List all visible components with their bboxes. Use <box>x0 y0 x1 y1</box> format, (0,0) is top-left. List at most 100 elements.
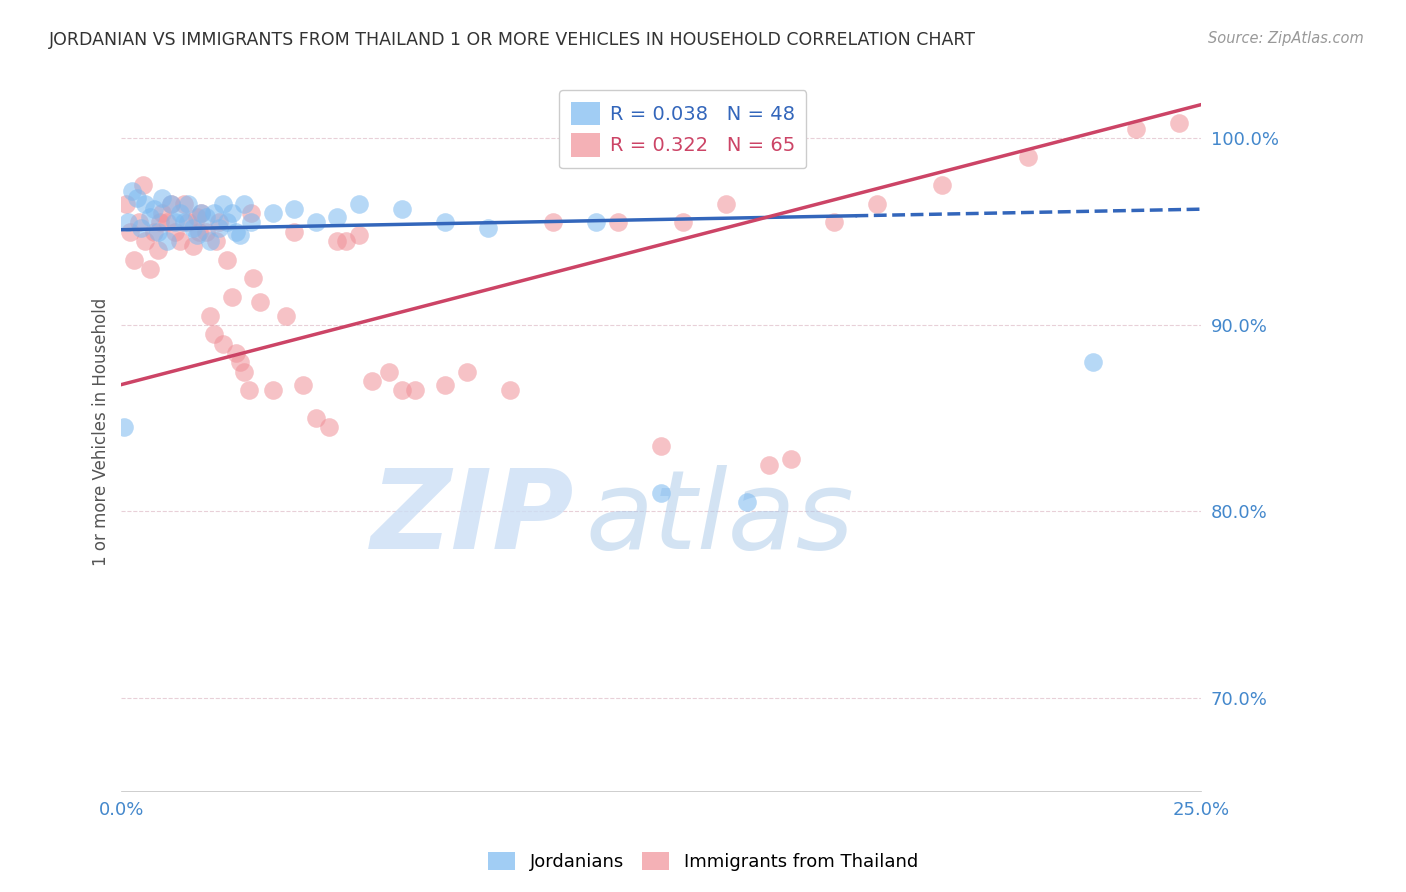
Point <box>779 452 801 467</box>
Point <box>129 220 152 235</box>
Point <box>291 377 314 392</box>
Point <box>1125 122 1147 136</box>
Point <box>132 178 155 192</box>
Point <box>142 202 165 217</box>
Point <box>499 383 522 397</box>
Point <box>242 271 264 285</box>
Point <box>160 196 183 211</box>
Point <box>274 309 297 323</box>
Point <box>347 196 370 211</box>
Point <box>347 228 370 243</box>
Point <box>239 215 262 229</box>
Point <box>152 206 174 220</box>
Point <box>114 196 136 211</box>
Point <box>112 420 135 434</box>
Point <box>138 261 160 276</box>
Point <box>434 377 457 392</box>
Point <box>165 215 187 229</box>
Point <box>177 196 200 211</box>
Point <box>134 234 156 248</box>
Point <box>607 215 630 229</box>
Point <box>650 485 672 500</box>
Point <box>125 191 148 205</box>
Point <box>138 210 160 224</box>
Point <box>198 309 221 323</box>
Point <box>173 196 195 211</box>
Point <box>229 355 252 369</box>
Point <box>207 220 229 235</box>
Text: atlas: atlas <box>585 465 855 572</box>
Point <box>128 215 150 229</box>
Point <box>202 327 225 342</box>
Point <box>198 234 221 248</box>
Point <box>391 383 413 397</box>
Point <box>360 374 382 388</box>
Point <box>305 411 328 425</box>
Point <box>239 206 262 220</box>
Point <box>120 225 142 239</box>
Point <box>124 252 146 267</box>
Text: Source: ZipAtlas.com: Source: ZipAtlas.com <box>1208 31 1364 46</box>
Point <box>142 225 165 239</box>
Point <box>117 215 139 229</box>
Point <box>190 206 212 220</box>
Point <box>190 206 212 220</box>
Point <box>121 184 143 198</box>
Y-axis label: 1 or more Vehicles in Household: 1 or more Vehicles in Household <box>93 298 110 566</box>
Point <box>238 383 260 397</box>
Point <box>326 210 349 224</box>
Point <box>221 206 243 220</box>
Point <box>758 458 780 472</box>
Point <box>931 178 953 192</box>
Point <box>169 234 191 248</box>
Text: JORDANIAN VS IMMIGRANTS FROM THAILAND 1 OR MORE VEHICLES IN HOUSEHOLD CORRELATIO: JORDANIAN VS IMMIGRANTS FROM THAILAND 1 … <box>49 31 976 49</box>
Point <box>335 234 357 248</box>
Point <box>225 346 247 360</box>
Point <box>188 225 211 239</box>
Point <box>160 196 183 211</box>
Point <box>134 196 156 211</box>
Point <box>217 252 239 267</box>
Point <box>194 210 217 224</box>
Point <box>866 196 889 211</box>
Point <box>207 215 229 229</box>
Legend: Jordanians, Immigrants from Thailand: Jordanians, Immigrants from Thailand <box>481 845 925 879</box>
Point <box>378 364 401 378</box>
Point <box>283 225 305 239</box>
Point <box>146 225 169 239</box>
Point <box>146 244 169 258</box>
Point <box>262 206 284 220</box>
Point <box>149 215 172 229</box>
Point <box>152 191 174 205</box>
Point <box>194 225 217 239</box>
Point <box>585 215 607 229</box>
Point <box>434 215 457 229</box>
Point <box>714 196 737 211</box>
Point <box>249 295 271 310</box>
Point <box>169 206 191 220</box>
Point <box>156 234 179 248</box>
Point <box>165 225 187 239</box>
Point <box>305 215 328 229</box>
Point <box>177 215 200 229</box>
Point <box>186 228 208 243</box>
Point <box>541 215 564 229</box>
Point <box>1017 150 1039 164</box>
Point <box>404 383 426 397</box>
Point <box>205 234 228 248</box>
Point <box>225 225 247 239</box>
Point <box>477 220 499 235</box>
Point <box>737 495 759 509</box>
Point <box>233 196 256 211</box>
Point <box>233 364 256 378</box>
Point <box>823 215 845 229</box>
Point <box>202 206 225 220</box>
Point <box>456 364 478 378</box>
Text: ZIP: ZIP <box>371 465 575 572</box>
Point <box>156 215 179 229</box>
Point <box>650 439 672 453</box>
Point <box>212 336 235 351</box>
Point <box>318 420 340 434</box>
Point <box>1168 116 1191 130</box>
Point <box>1081 355 1104 369</box>
